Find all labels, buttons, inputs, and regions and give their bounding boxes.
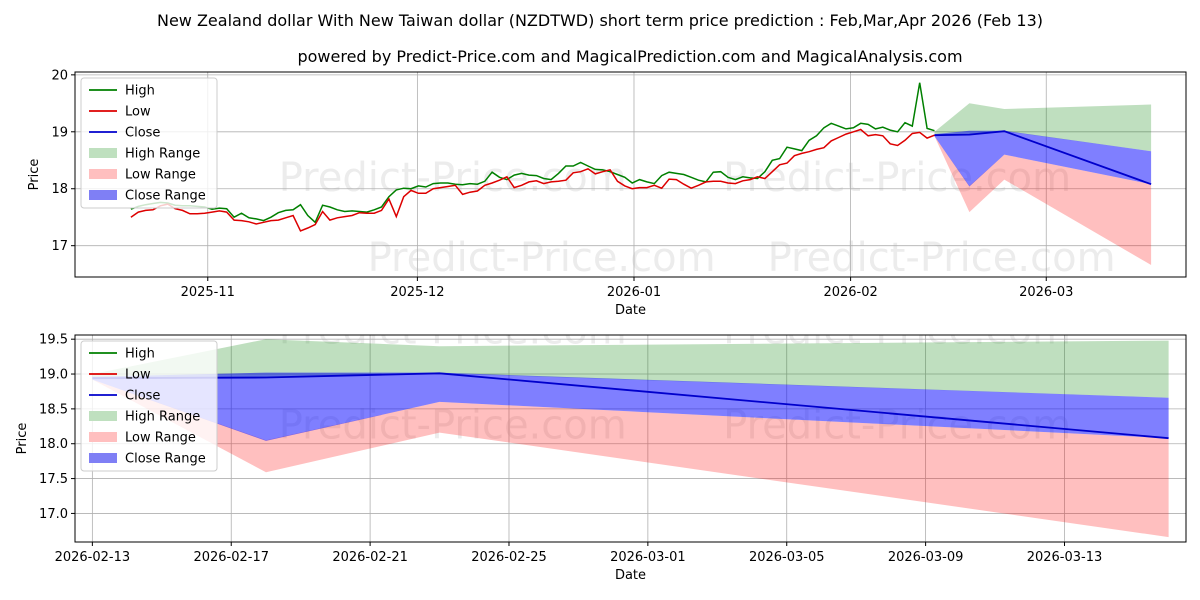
y-tick-label: 17 <box>51 239 68 254</box>
legend-label-low-range: Low Range <box>125 431 196 446</box>
chart-title: New Zealand dollar With New Taiwan dolla… <box>157 11 1043 30</box>
legend-label-low: Low <box>125 368 151 383</box>
legend: High Low Close High Range Low Range Close Ran… <box>80 340 218 472</box>
y-tick-label: 18.0 <box>39 437 68 452</box>
x-tick-label: 2026-02-21 <box>332 550 408 565</box>
legend-label-close: Close <box>125 389 160 404</box>
legend-label-close: Close <box>125 126 160 141</box>
legend-swatch-low-range <box>89 169 117 179</box>
plot-series <box>130 82 1152 265</box>
close-range-band <box>92 372 1169 441</box>
watermark-text: Predict-Price.com <box>368 235 716 281</box>
legend-swatch-close-range <box>89 190 117 200</box>
x-axis-label: Date <box>615 568 646 583</box>
high-range-band <box>92 339 1169 398</box>
plot-frame <box>74 334 1187 543</box>
y-tick-label: 18.5 <box>39 402 68 417</box>
x-tick-label: 2026-03-01 <box>610 550 686 565</box>
x-tick-label: 2026-03-13 <box>1027 550 1103 565</box>
watermark-text: Predict-Price.com <box>768 235 1116 281</box>
legend: High Low Close High Range Low Range Close Ran… <box>80 77 218 209</box>
top-panel: Predict-Price.com Predict-Price.comPredic… <box>27 68 1187 318</box>
x-axis-label: Date <box>615 303 646 318</box>
x-tick-label: 2025-12 <box>390 285 444 300</box>
y-axis-label: Price <box>15 423 30 455</box>
legend-label-high: High <box>125 84 155 99</box>
legend-label-low: Low <box>125 105 151 120</box>
chart-subtitle: powered by Predict-Price.com and Magical… <box>297 47 962 66</box>
y-tick-label: 19 <box>51 125 68 140</box>
y-tick-label: 19.5 <box>39 333 68 348</box>
close-range-band <box>934 130 1152 187</box>
legend-swatch-close-range <box>89 453 117 463</box>
legend-label-high: High <box>125 347 155 362</box>
legend-label-close-range: Close Range <box>125 452 206 467</box>
y-tick-label: 17.0 <box>39 507 68 522</box>
x-tick-label: 2026-01 <box>607 285 661 300</box>
plot-frame <box>74 71 1187 278</box>
legend-label-low-range: Low Range <box>125 168 196 183</box>
x-tick-label: 2026-02-17 <box>193 550 269 565</box>
y-tick-label: 20 <box>51 68 68 83</box>
y-axis-label: Price <box>27 159 42 191</box>
low-range-band <box>934 136 1152 265</box>
x-tick-label: 2026-03 <box>1019 285 1073 300</box>
high-range-band <box>934 103 1152 152</box>
legend-swatch-high-range <box>89 148 117 158</box>
legend-label-high-range: High Range <box>125 147 200 162</box>
x-tick-label: 2026-02-13 <box>55 550 131 565</box>
legend-swatch-low-range <box>89 432 117 442</box>
y-tick-label: 19.0 <box>39 368 68 383</box>
x-tick-label: 2026-02 <box>823 285 877 300</box>
x-tick-label: 2025-11 <box>181 285 235 300</box>
low-line <box>130 128 935 232</box>
x-tick-label: 2026-03-09 <box>888 550 964 565</box>
high-line <box>130 82 935 224</box>
plot-area <box>75 72 1186 277</box>
y-tick-label: 17.5 <box>39 472 68 487</box>
legend-label-close-range: Close Range <box>125 189 206 204</box>
x-tick-label: 2026-02-25 <box>471 550 547 565</box>
close-line <box>934 130 1152 186</box>
legend-swatch-high-range <box>89 411 117 421</box>
watermark-text: Predict-Price.com <box>279 155 627 201</box>
x-tick-label: 2026-03-05 <box>749 550 825 565</box>
bottom-panel: Predict-Price.com Predict-Price.comPredic… <box>15 333 1187 583</box>
axes: 2025-11 2025-12 2026-01 2026-02 2026-03 17 18 1… <box>27 68 1073 318</box>
legend-label-high-range: High Range <box>125 410 200 425</box>
y-tick-label: 18 <box>51 182 68 197</box>
watermark-text: Predict-Price.com <box>723 155 1071 201</box>
axes: 2026-02-13 2026-02-17 2026-02-21 2026-02-25… <box>15 333 1102 583</box>
low-range-band <box>92 379 1169 538</box>
